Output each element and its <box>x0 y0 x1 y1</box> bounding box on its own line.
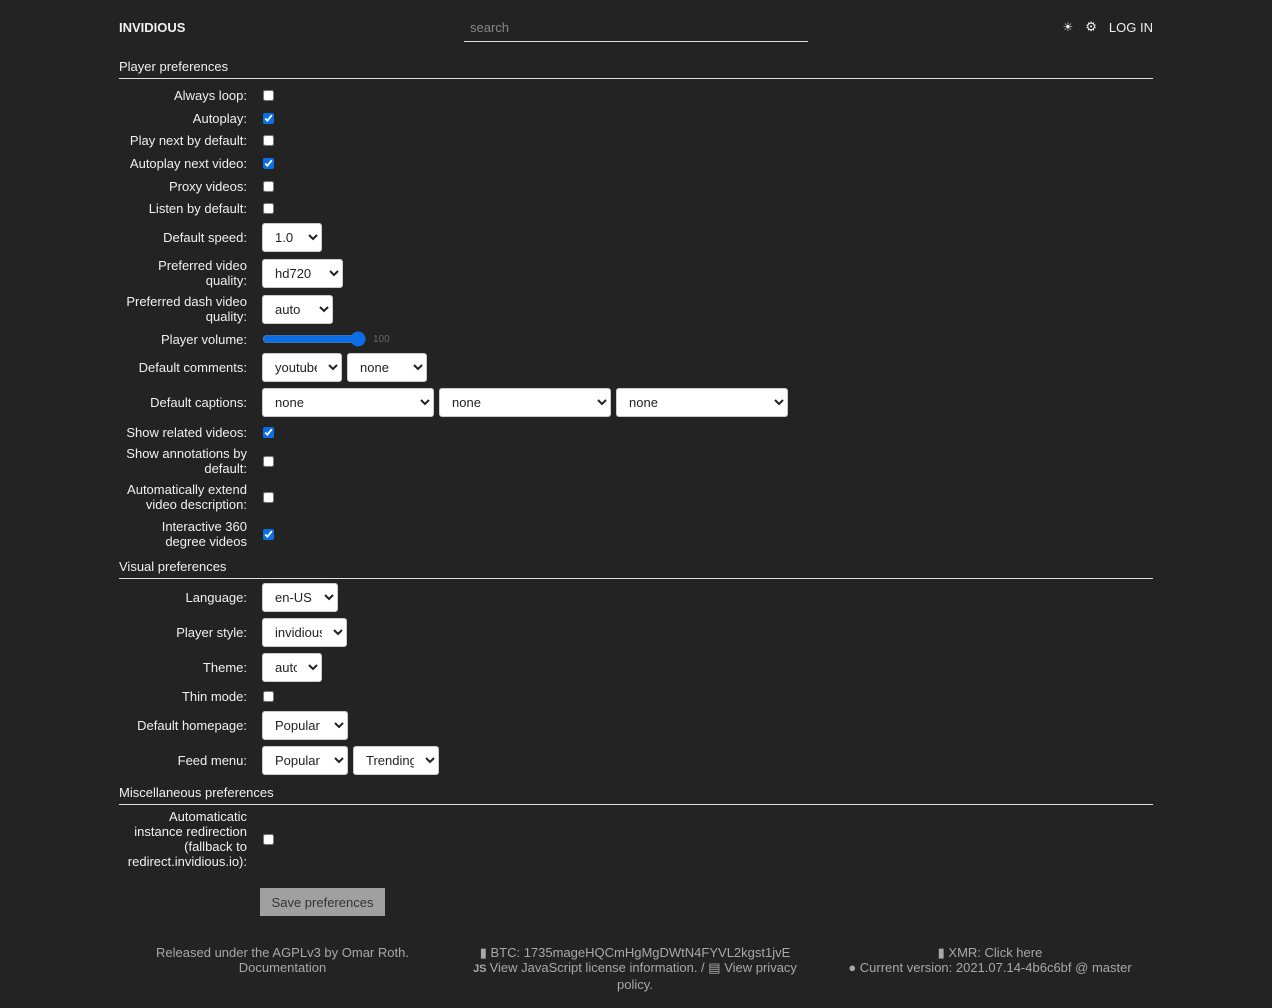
homepage-select[interactable]: Popular <box>262 711 348 740</box>
footer-left: Released under the AGPLv3 by Omar Roth. … <box>140 945 425 975</box>
row-play-next: Play next by default: <box>119 133 274 148</box>
label: Always loop: <box>174 88 247 103</box>
section-visual: Visual preferences <box>119 559 1153 579</box>
comments-select-2[interactable]: none <box>347 353 427 382</box>
js-icon: JS <box>473 963 490 975</box>
row-quality: Preferred video quality: hd720 <box>119 258 348 288</box>
player-style-select[interactable]: invidious <box>262 618 347 647</box>
theme-select[interactable]: auto <box>262 653 322 682</box>
sun-icon[interactable]: ☀ <box>1062 20 1074 34</box>
label: Language: <box>185 590 247 605</box>
label: Interactive 360 degree videos <box>161 519 247 549</box>
row-redirect: Automaticatic instance redirection (fall… <box>119 809 274 869</box>
documentation-link[interactable]: Documentation <box>238 960 327 975</box>
search-input[interactable] <box>464 14 808 42</box>
js-license-link[interactable]: View JavaScript license information. <box>489 960 698 975</box>
speed-select[interactable]: 1.0 <box>262 223 322 252</box>
row-extend-desc: Automatically extend video description: <box>119 482 274 512</box>
redirect-checkbox[interactable] <box>263 833 274 845</box>
volume-slider[interactable] <box>262 331 366 347</box>
version-text[interactable]: Current version: 2021.07.14-4b6c6bf @ ma… <box>859 960 1132 975</box>
label: Player volume: <box>161 331 247 347</box>
label: Feed menu: <box>177 753 247 768</box>
github-icon: ● <box>848 960 860 975</box>
row-related: Show related videos: <box>119 425 274 440</box>
label: Autoplay: <box>192 111 247 126</box>
label: Play next by default: <box>129 133 247 148</box>
row-360: Interactive 360 degree videos <box>119 519 274 549</box>
label: Preferred dash video quality: <box>126 294 247 324</box>
volume-value: 100 <box>373 333 390 345</box>
captions-select-2[interactable]: none <box>439 388 611 417</box>
row-dash-quality: Preferred dash video quality: auto <box>119 294 338 324</box>
login-link[interactable]: LOG IN <box>1108 19 1153 35</box>
row-language: Language: en-US <box>119 583 343 612</box>
label: Player style: <box>176 625 247 640</box>
label: Automaticatic instance redirection (fall… <box>127 809 247 869</box>
row-autoplay: Autoplay: <box>119 111 274 126</box>
footer-right: ▮ XMR: Click here ● Current version: 202… <box>835 945 1145 975</box>
thin-mode-checkbox[interactable] <box>263 691 274 702</box>
save-preferences-button[interactable]: Save preferences <box>260 888 385 916</box>
label: Default speed: <box>163 230 247 245</box>
label: Proxy videos: <box>168 179 247 194</box>
proxy-checkbox[interactable] <box>263 181 274 192</box>
row-homepage: Default homepage: Popular <box>119 711 353 740</box>
document-icon: ▤ <box>708 960 725 975</box>
row-annotations: Show annotations by default: <box>119 446 274 476</box>
row-thin-mode: Thin mode: <box>119 689 274 704</box>
label: Theme: <box>202 660 247 675</box>
play-next-checkbox[interactable] <box>263 135 274 146</box>
label: Automatically extend video description: <box>127 482 247 512</box>
row-comments: Default comments: youtube none <box>119 353 432 382</box>
label: Listen by default: <box>148 201 247 216</box>
license-text: Released under the AGPLv3 by Omar Roth. <box>156 945 409 960</box>
row-feed-menu: Feed menu: Popular Trending <box>119 746 444 775</box>
language-select[interactable]: en-US <box>262 583 338 612</box>
privacy-link[interactable]: View privacy policy. <box>617 960 797 992</box>
row-player-style: Player style: invidious <box>119 618 352 647</box>
gear-icon[interactable]: ⚙ <box>1085 19 1097 34</box>
xmr-link[interactable]: XMR: Click here <box>948 945 1043 960</box>
label: Preferred video quality: <box>158 258 247 288</box>
comments-select-1[interactable]: youtube <box>262 353 342 382</box>
quality-select[interactable]: hd720 <box>262 258 343 288</box>
section-misc: Miscellaneous preferences <box>119 785 1153 805</box>
label: Default comments: <box>138 360 247 375</box>
label: Default captions: <box>150 395 247 410</box>
row-speed: Default speed: 1.0 <box>119 223 327 252</box>
row-theme: Theme: auto <box>119 653 327 682</box>
logo[interactable]: INVIDIOUS <box>119 20 186 35</box>
label: Thin mode: <box>181 689 247 704</box>
captions-select-3[interactable]: none <box>616 388 788 417</box>
autoplay-checkbox[interactable] <box>263 113 274 124</box>
label: Show related videos: <box>126 425 247 440</box>
label: Default homepage: <box>137 718 247 733</box>
row-proxy: Proxy videos: <box>119 179 274 194</box>
autoplay-next-checkbox[interactable] <box>263 158 274 169</box>
section-player: Player preferences <box>119 59 1153 79</box>
listen-checkbox[interactable] <box>263 203 274 214</box>
row-autoplay-next: Autoplay next video: <box>119 156 274 171</box>
annotations-checkbox[interactable] <box>263 455 274 467</box>
row-volume: Player volume: 100 <box>119 331 390 347</box>
wallet-icon: ▮ <box>937 945 949 960</box>
vr360-checkbox[interactable] <box>263 528 274 540</box>
captions-select-1[interactable]: none <box>262 388 434 417</box>
always-loop-checkbox[interactable] <box>263 90 274 101</box>
related-checkbox[interactable] <box>263 427 274 438</box>
footer-center: ▮ BTC: 1735mageHQCmHgMgDWtN4FYVL2kgst1jv… <box>473 945 797 992</box>
label: Autoplay next video: <box>129 156 247 171</box>
row-always-loop: Always loop: <box>119 88 274 103</box>
btc-address: BTC: 1735mageHQCmHgMgDWtN4FYVL2kgst1jvE <box>490 945 791 960</box>
feed-menu-select-2[interactable]: Trending <box>353 746 439 775</box>
label: Show annotations by default: <box>126 446 247 476</box>
dash-quality-select[interactable]: auto <box>262 294 333 324</box>
feed-menu-select-1[interactable]: Popular <box>262 746 348 775</box>
top-nav: ☀ ⚙ LOG IN <box>1063 19 1154 35</box>
wallet-icon: ▮ <box>479 945 491 960</box>
extend-desc-checkbox[interactable] <box>263 491 274 503</box>
row-listen: Listen by default: <box>119 201 274 216</box>
row-captions: Default captions: none none none <box>119 388 793 417</box>
